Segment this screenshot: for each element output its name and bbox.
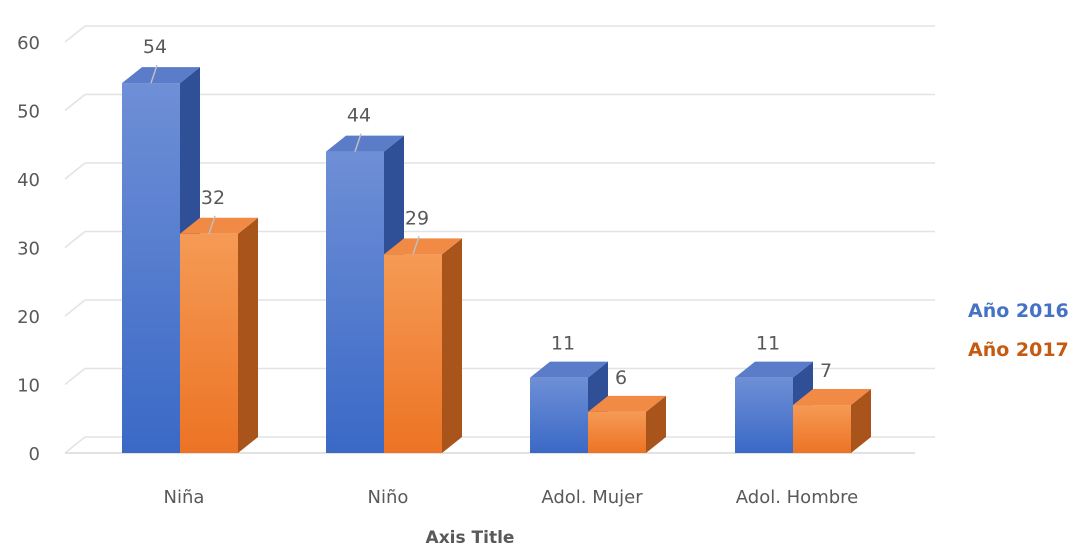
gridline-depth	[64, 25, 86, 43]
y-axis: 0 10 20 30 40 50 60	[17, 33, 40, 465]
bar-side	[442, 238, 462, 453]
y-tick-label: 60	[17, 33, 40, 54]
y-tick-label: 50	[17, 102, 40, 123]
leader-line	[208, 215, 216, 235]
bar-top	[735, 361, 813, 378]
x-axis: Niña Niño Adol. Mujer Adol. Hombre	[164, 487, 859, 508]
bar-top	[384, 238, 462, 255]
data-label: 11	[551, 333, 575, 355]
gridline-depth	[64, 367, 86, 386]
bar-top	[122, 67, 200, 84]
legend-item-2016: Año 2016	[968, 300, 1069, 322]
bar-front	[735, 377, 793, 453]
bar-top	[326, 135, 404, 152]
gridline-depth	[64, 299, 86, 317]
data-label: 54	[143, 36, 167, 58]
x-tick-label: Niño	[368, 487, 409, 508]
bar-top	[588, 395, 666, 412]
bar-top	[793, 389, 871, 406]
x-tick-label: Adol. Mujer	[541, 487, 643, 508]
x-tick-label: Niña	[164, 487, 205, 508]
y-tick-label: 30	[17, 239, 40, 260]
bars	[122, 67, 871, 453]
bar-1-1	[384, 238, 462, 453]
data-labels: 54 32 44 29 11 6 11 7	[143, 36, 832, 389]
bar-front	[588, 411, 646, 453]
bar-0-1	[180, 217, 258, 453]
bar-front	[326, 151, 384, 453]
y-tick-label: 10	[17, 376, 40, 397]
gridline-depth	[64, 230, 86, 249]
leader-line	[412, 236, 420, 255]
bar-3-1	[793, 389, 871, 453]
y-tick-label: 20	[17, 307, 40, 328]
bar-2-1	[588, 395, 666, 453]
bar-side	[238, 217, 258, 453]
data-label: 44	[347, 105, 371, 127]
bar-side	[851, 389, 871, 453]
bar-top	[530, 361, 608, 378]
data-label: 7	[820, 360, 832, 382]
bar-front	[122, 83, 180, 453]
gridline-depth	[64, 162, 86, 180]
y-tick-label: 0	[29, 444, 40, 465]
x-tick-label: Adol. Hombre	[736, 487, 858, 508]
bar-front	[384, 254, 442, 453]
bar-front	[793, 405, 851, 453]
legend-item-2017: Año 2017	[968, 339, 1069, 361]
bar-front	[180, 233, 238, 453]
bar-top	[180, 217, 258, 234]
leader-line	[150, 64, 158, 84]
bar-side	[646, 395, 666, 453]
leader-line	[354, 133, 362, 152]
data-label: 32	[201, 187, 225, 209]
bar-front	[530, 377, 588, 453]
data-label: 6	[615, 367, 627, 389]
x-axis-title: Axis Title	[426, 528, 515, 546]
data-label: 11	[756, 333, 780, 355]
gridline-depth	[64, 93, 86, 112]
data-label: 29	[405, 207, 429, 229]
y-tick-label: 40	[17, 170, 40, 191]
gridline-depth	[64, 436, 86, 454]
